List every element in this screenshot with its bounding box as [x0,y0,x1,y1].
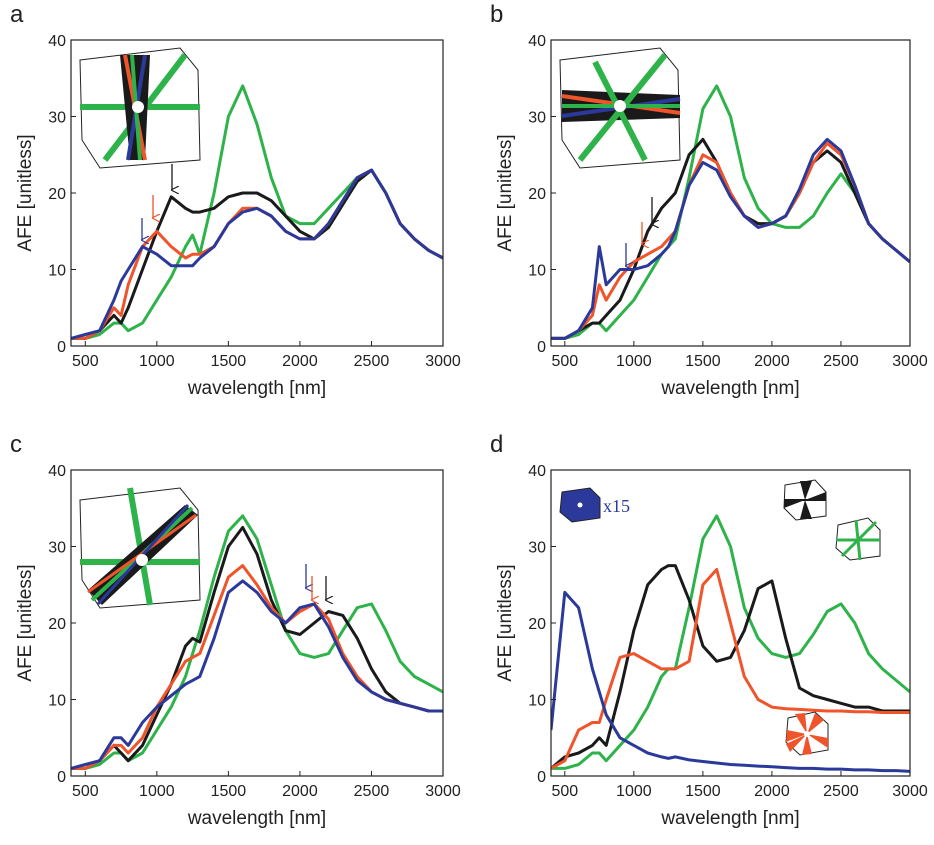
y-tick-label: 40 [48,33,66,50]
x-tick-label: 1500 [685,353,721,370]
x-axis-label: wavelength [nm] [187,808,326,829]
series-line [551,564,910,770]
panel: 500 1000 1500 2000 2500 3000 0 10 20 30 40 waveleng… [490,431,928,829]
panel-label: c [10,431,22,458]
y-axis-label: AFE [unitless] [15,134,36,251]
inset-d-dot [577,502,583,508]
y-tick-label: 0 [537,339,546,356]
inset-d-red [785,711,829,756]
series-group [71,514,443,770]
x-tick-label: 3000 [892,353,928,370]
x-tick-label: 1500 [685,783,721,800]
series-group [551,84,910,340]
y-tick-label: 20 [48,616,66,633]
inset-d-black [783,479,827,521]
inset-c [79,487,201,609]
x-tick-label: 2500 [354,783,390,800]
series-line [551,514,910,770]
y-tick-label: 20 [48,186,66,203]
series-line [71,579,443,770]
x-tick-label: 2500 [354,353,390,370]
panel: 500 1000 1500 2000 2500 3000 0 10 20 30 40 waveleng… [490,1,928,399]
x-tick-label: 2000 [282,353,318,370]
y-tick-label: 30 [48,540,66,557]
y-tick-label: 10 [48,263,66,280]
inset-a [79,47,201,169]
x-axis-label: wavelength [nm] [187,378,326,399]
y-tick-label: 10 [528,263,546,280]
inset-b [559,47,681,169]
x-tick-label: 500 [72,783,99,800]
y-tick-label: 30 [528,540,546,557]
y-axis-label: AFE [unitless] [15,564,36,681]
panel-label: b [490,1,503,28]
panel: 500 1000 1500 2000 2500 3000 0 10 20 30 40 waveleng… [10,1,461,399]
decorations [79,47,881,756]
panel: 500 1000 1500 2000 2500 3000 0 10 20 30 40 waveleng… [10,431,461,829]
y-tick-label: 0 [57,769,66,786]
x-axis-label: wavelength [nm] [660,808,799,829]
y-tick-label: 20 [528,186,546,203]
series-line [71,525,443,770]
series-line [71,168,443,340]
x-tick-label: 500 [551,783,578,800]
x-tick-label: 2000 [754,783,790,800]
annotation: x15 [603,496,630,516]
x-tick-label: 1000 [616,353,652,370]
panel-label: d [490,431,503,458]
series-group [71,84,443,340]
y-tick-label: 40 [48,463,66,480]
x-tick-label: 500 [551,353,578,370]
y-tick-label: 30 [528,110,546,127]
y-tick-label: 10 [48,693,66,710]
x-tick-label: 1000 [139,783,175,800]
x-tick-label: 2500 [823,353,859,370]
x-tick-label: 3000 [425,353,461,370]
series-group [551,514,910,773]
y-tick-label: 0 [57,339,66,356]
y-tick-label: 30 [48,110,66,127]
series-line [551,590,910,773]
x-tick-label: 2500 [823,783,859,800]
y-tick-label: 40 [528,463,546,480]
x-tick-label: 2000 [754,353,790,370]
x-tick-label: 1500 [211,353,247,370]
panel-label: a [10,1,24,28]
y-axis-label: AFE [unitless] [495,564,516,681]
x-tick-label: 1000 [139,353,175,370]
x-tick-label: 3000 [425,783,461,800]
y-tick-label: 20 [528,616,546,633]
y-tick-label: 40 [528,33,546,50]
series-line [551,137,910,340]
inset-d-green [835,517,881,561]
x-tick-label: 1000 [616,783,652,800]
x-tick-label: 2000 [282,783,318,800]
series-line [551,84,910,340]
x-tick-label: 500 [72,353,99,370]
x-tick-label: 3000 [892,783,928,800]
x-tick-label: 1500 [211,783,247,800]
y-axis-label: AFE [unitless] [495,134,516,251]
y-tick-label: 0 [537,769,546,786]
y-tick-label: 10 [528,693,546,710]
x-axis-label: wavelength [nm] [660,378,799,399]
